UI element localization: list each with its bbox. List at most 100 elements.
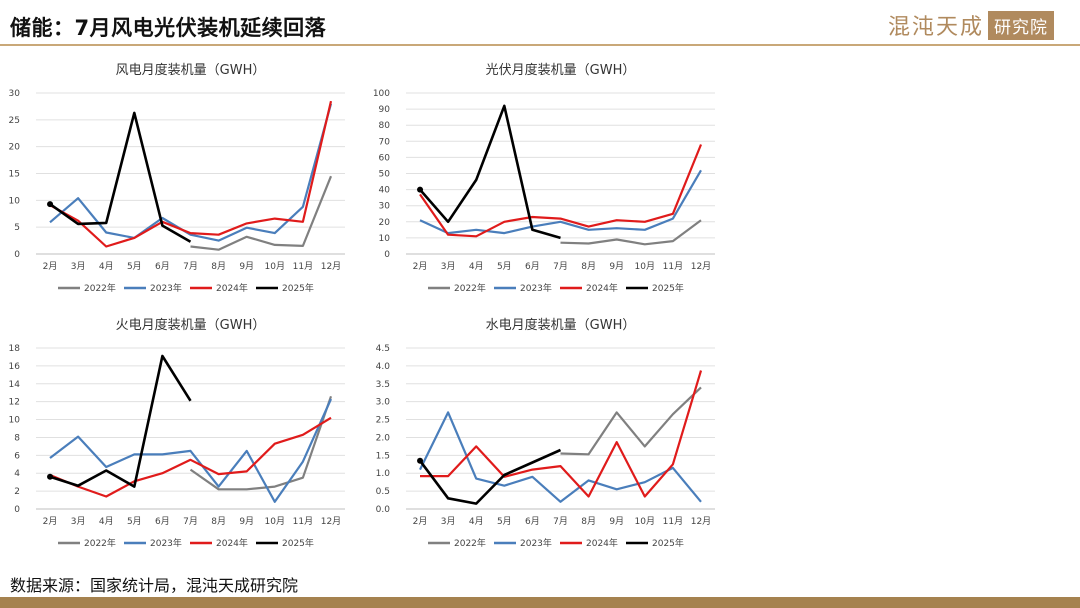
- series-line-2023年: [419, 411, 702, 503]
- series-line-2024年: [49, 100, 333, 248]
- x-tick-label: 8月: [211, 516, 226, 527]
- x-tick-label: 6月: [155, 516, 170, 527]
- x-tick-label: 3月: [441, 516, 456, 527]
- y-tick-label: 40: [379, 186, 391, 196]
- x-tick-label: 2月: [43, 516, 58, 527]
- y-tick-label: 12: [9, 398, 20, 408]
- wind-chart: 风电月度装机量（GWH） 0 5 10 15 20 25 30 2月 3月 4月 5月 6月 7月 8月 9月…: [9, 62, 345, 294]
- y-tick-label: 2.5: [376, 416, 390, 426]
- y-tick-label: 6: [14, 451, 20, 461]
- x-tick-label: 4月: [469, 516, 484, 527]
- thermal-chart: 火电月度装机量（GWH） 0 2 4 6 8 10 12 14 16 18 2月 3月 4月 5月 6月 7月 8…: [9, 317, 345, 549]
- legend-label: 2023年: [150, 537, 182, 549]
- logo-main-text: 混沌天成: [887, 15, 984, 40]
- chart-title: 光伏月度装机量（GWH）: [486, 62, 636, 78]
- x-tick-label: 2月: [413, 516, 428, 527]
- data-source: 数据来源：国家统计局，混沌天成研究院: [10, 576, 299, 595]
- x-tick-label: 10月: [265, 261, 285, 272]
- legend-label: 2025年: [652, 282, 684, 294]
- x-tick-label: 5月: [127, 261, 142, 272]
- x-tick-label: 7月: [183, 261, 198, 272]
- series-line-2025年: [419, 104, 561, 240]
- y-tick-label: 20: [379, 218, 391, 228]
- series-line-2023年: [49, 398, 333, 503]
- y-tick-label: 10: [379, 234, 391, 244]
- y-tick-label: 0.5: [376, 487, 390, 497]
- x-tick-label: 10月: [635, 261, 655, 272]
- y-tick-label: 10: [9, 416, 21, 426]
- x-tick-label: 12月: [321, 516, 341, 527]
- series-line-2024年: [49, 416, 332, 498]
- y-tick-label: 80: [379, 121, 391, 131]
- series-line-2024年: [419, 144, 703, 238]
- x-tick-label: 12月: [691, 261, 711, 272]
- y-tick-label: 15: [9, 170, 20, 180]
- series-start-marker: [47, 201, 54, 208]
- x-tick-label: 7月: [183, 516, 198, 527]
- y-tick-label: 50: [379, 170, 391, 180]
- y-tick-label: 4.5: [376, 344, 390, 354]
- legend-label: 2022年: [454, 537, 486, 549]
- page-title: 储能：7月风电光伏装机延续回落: [10, 16, 327, 40]
- x-tick-label: 12月: [691, 516, 711, 527]
- x-tick-label: 9月: [609, 516, 624, 527]
- x-tick-label: 11月: [663, 516, 683, 527]
- footer-bar: [0, 597, 1080, 608]
- x-tick-label: 2月: [43, 261, 58, 272]
- y-tick-label: 1.0: [376, 469, 391, 479]
- y-tick-label: 0: [14, 250, 20, 260]
- series-line-2023年: [49, 103, 333, 242]
- chart-title: 火电月度装机量（GWH）: [116, 317, 266, 333]
- legend-label: 2024年: [586, 282, 618, 294]
- y-tick-label: 14: [9, 380, 21, 390]
- series-line-2022年: [189, 395, 333, 491]
- x-tick-label: 2月: [413, 261, 428, 272]
- x-tick-label: 4月: [99, 261, 114, 272]
- y-tick-label: 60: [379, 153, 391, 163]
- legend-label: 2025年: [282, 537, 314, 549]
- legend-label: 2022年: [84, 282, 116, 294]
- series-line-2022年: [560, 219, 702, 246]
- x-tick-label: 11月: [293, 516, 313, 527]
- x-tick-label: 5月: [127, 516, 142, 527]
- x-tick-label: 12月: [321, 261, 341, 272]
- logo-box-text: 研究院: [988, 10, 1054, 40]
- y-tick-label: 0: [14, 505, 20, 515]
- series-start-marker: [417, 457, 424, 464]
- x-tick-label: 3月: [71, 516, 86, 527]
- y-tick-label: 4: [14, 469, 20, 479]
- legend-label: 2022年: [84, 537, 116, 549]
- series-line-2025年: [418, 448, 562, 505]
- y-tick-label: 90: [379, 105, 391, 115]
- legend-label: 2023年: [520, 537, 552, 549]
- series-start-marker: [417, 186, 424, 193]
- series-line-2022年: [190, 175, 333, 251]
- y-tick-label: 8: [14, 433, 20, 443]
- y-tick-label: 100: [373, 89, 390, 99]
- y-tick-label: 5: [14, 223, 20, 233]
- series-line-2024年: [420, 370, 703, 498]
- series-line-2023年: [419, 169, 702, 235]
- x-tick-label: 3月: [441, 261, 456, 272]
- x-tick-label: 6月: [525, 261, 540, 272]
- legend-label: 2024年: [216, 282, 248, 294]
- y-tick-label: 30: [9, 89, 21, 99]
- legend-label: 2025年: [652, 537, 684, 549]
- legend-label: 2023年: [520, 282, 552, 294]
- y-tick-label: 18: [9, 344, 21, 354]
- y-tick-label: 2: [14, 487, 20, 497]
- x-tick-label: 7月: [553, 261, 568, 272]
- x-tick-label: 7月: [553, 516, 568, 527]
- legend-label: 2023年: [150, 282, 182, 294]
- chart-title: 风电月度装机量（GWH）: [116, 62, 266, 78]
- y-tick-label: 10: [9, 196, 21, 206]
- y-tick-label: 1.5: [376, 451, 390, 461]
- y-tick-label: 70: [379, 137, 391, 147]
- x-tick-label: 10月: [635, 516, 655, 527]
- series-line-2025年: [49, 111, 192, 243]
- solar-chart: 光伏月度装机量（GWH） 0 10 20 30 40 50 60 70 80 90 100 2月 3月 4月…: [373, 62, 715, 294]
- y-tick-label: 3.0: [376, 398, 391, 408]
- x-tick-label: 3月: [71, 261, 86, 272]
- series-start-marker: [47, 473, 54, 480]
- y-tick-label: 25: [9, 116, 20, 126]
